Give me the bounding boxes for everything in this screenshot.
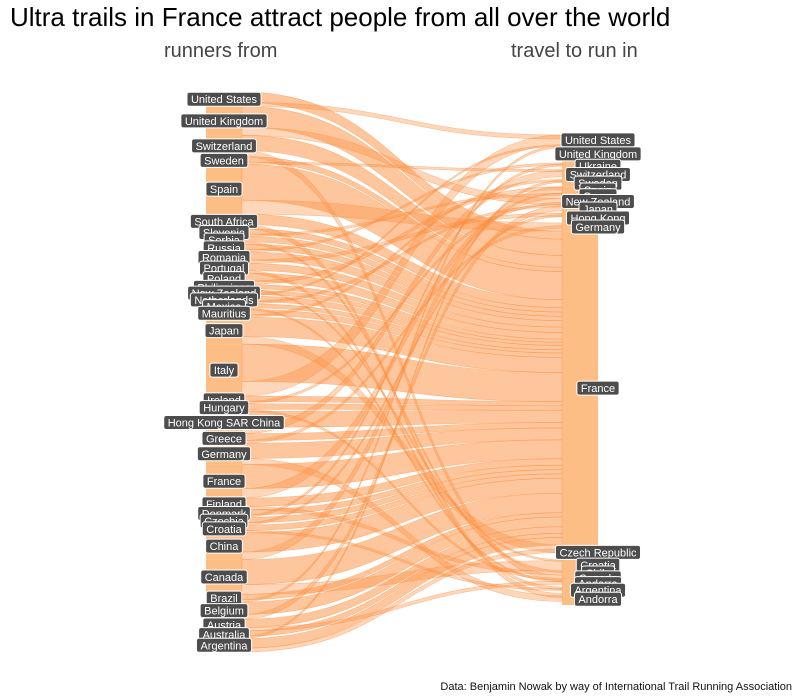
origin-label-greece: Greece bbox=[201, 430, 247, 446]
svg-text:Sweden: Sweden bbox=[204, 155, 244, 167]
origin-label-canada: Canada bbox=[200, 569, 248, 585]
destination-label-czech-republic: Czech Republic bbox=[554, 544, 642, 560]
svg-text:Andorra: Andorra bbox=[578, 594, 618, 606]
flow-greece-to-germany bbox=[241, 225, 563, 444]
flow-australia-to-sweden bbox=[241, 180, 563, 639]
node-labels: United States United Kingdom Switzerland Sw… bbox=[163, 91, 642, 653]
svg-text:France: France bbox=[581, 383, 615, 395]
svg-text:United States: United States bbox=[565, 135, 632, 147]
svg-text:Brazil: Brazil bbox=[210, 593, 238, 605]
chart-title: Ultra trails in France attract people fr… bbox=[10, 2, 671, 32]
svg-text:Argentina: Argentina bbox=[200, 640, 248, 652]
flow-hong-kong-sar-china-to-switzerland bbox=[241, 170, 563, 434]
destination-label-germany: Germany bbox=[570, 219, 626, 235]
svg-text:United Kingdom: United Kingdom bbox=[559, 149, 637, 161]
right-axis-heading: travel to run in bbox=[511, 40, 638, 62]
origin-label-italy: Italy bbox=[209, 362, 239, 378]
origin-label-united-kingdom: United Kingdom bbox=[180, 113, 268, 129]
svg-text:Italy: Italy bbox=[214, 365, 235, 377]
svg-text:Croatia: Croatia bbox=[206, 524, 242, 536]
origin-label-brazil: Brazil bbox=[205, 590, 243, 606]
destination-label-france: France bbox=[576, 380, 620, 396]
svg-text:Japan: Japan bbox=[209, 326, 239, 338]
svg-text:France: France bbox=[207, 476, 241, 488]
data-source-caption: Data: Benjamin Nowak by way of Internati… bbox=[440, 681, 792, 693]
origin-label-france: France bbox=[202, 473, 246, 489]
destination-label-united-kingdom: United Kingdom bbox=[554, 146, 642, 162]
left-axis-heading: runners from bbox=[164, 40, 278, 62]
origin-label-hong-kong-sar-china: Hong Kong SAR China bbox=[163, 415, 285, 431]
origin-label-united-states: United States bbox=[186, 91, 262, 107]
origin-label-sweden: Sweden bbox=[199, 152, 249, 168]
origin-label-hungary: Hungary bbox=[198, 400, 250, 416]
origin-label-china: China bbox=[205, 538, 243, 554]
flow-denmark-to-ukraine bbox=[241, 163, 563, 518]
svg-text:Belgium: Belgium bbox=[204, 606, 244, 618]
svg-text:China: China bbox=[210, 541, 240, 553]
svg-text:Germany: Germany bbox=[201, 449, 247, 461]
destination-label-andorra: Andorra bbox=[573, 591, 623, 607]
svg-text:Czech Republic: Czech Republic bbox=[559, 547, 637, 559]
origin-label-mauritius: Mauritius bbox=[197, 305, 251, 321]
svg-text:Greece: Greece bbox=[206, 433, 242, 445]
destination-label-united-states: United States bbox=[560, 132, 636, 148]
svg-text:United States: United States bbox=[191, 94, 258, 106]
svg-text:Hungary: Hungary bbox=[203, 403, 245, 415]
svg-text:Germany: Germany bbox=[575, 222, 621, 234]
origin-label-belgium: Belgium bbox=[199, 603, 249, 619]
svg-text:Hong Kong SAR China: Hong Kong SAR China bbox=[168, 418, 281, 430]
flows bbox=[241, 91, 563, 653]
origin-label-spain: Spain bbox=[205, 181, 243, 197]
origin-label-japan: Japan bbox=[204, 323, 244, 339]
origin-label-argentina: Argentina bbox=[195, 637, 253, 653]
svg-text:Mauritius: Mauritius bbox=[202, 308, 247, 320]
origin-label-croatia: Croatia bbox=[201, 521, 247, 537]
svg-text:Switzerland: Switzerland bbox=[196, 141, 253, 153]
flow-belgium-to-japan bbox=[241, 205, 563, 620]
svg-text:Spain: Spain bbox=[210, 184, 238, 196]
svg-text:United Kingdom: United Kingdom bbox=[185, 116, 263, 128]
origin-label-switzerland: Switzerland bbox=[191, 138, 257, 154]
origin-label-germany: Germany bbox=[196, 446, 252, 462]
svg-text:Canada: Canada bbox=[205, 572, 244, 584]
